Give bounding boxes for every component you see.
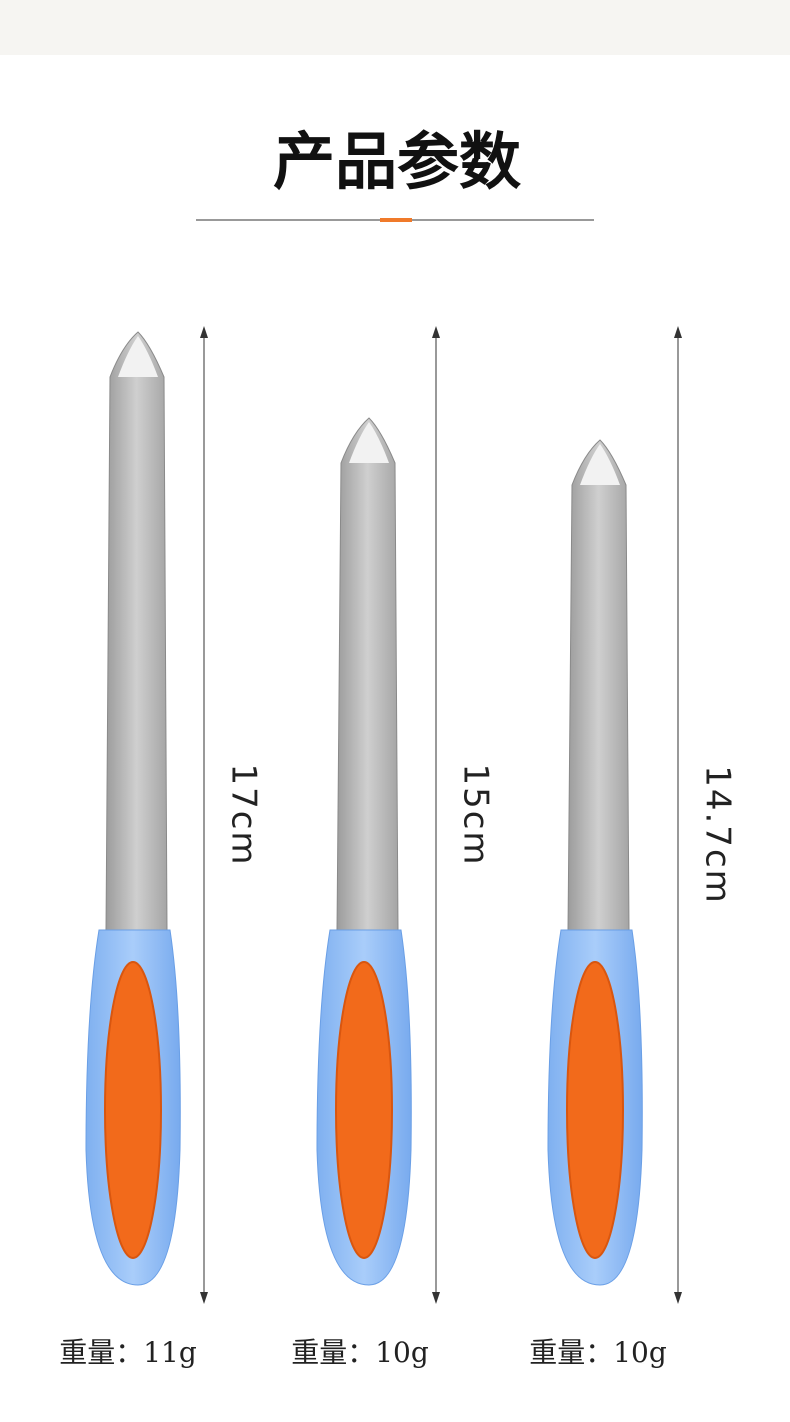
arrow-head: [200, 326, 208, 338]
handle-grip: [566, 961, 624, 1259]
blade: [336, 417, 399, 931]
tip-shine: [580, 444, 620, 485]
products: 17cm 重量：11g 15cm 重量：10g 14.7cm 重量：10g: [59, 326, 738, 1369]
length-label: 15cm: [456, 763, 496, 866]
handle-grip: [104, 961, 162, 1259]
arrow-head: [674, 326, 682, 338]
arrow-head: [432, 326, 440, 338]
top-band: [0, 0, 790, 55]
tip-shine: [118, 336, 158, 377]
nail-file: 15cm 重量：10g: [291, 326, 496, 1369]
nail-file: 17cm 重量：11g: [59, 326, 264, 1369]
tip-shine: [349, 422, 389, 463]
length-label: 14.7cm: [698, 765, 738, 905]
handle-grip: [335, 961, 393, 1259]
arrow-head: [674, 1292, 682, 1304]
arrow-head: [200, 1292, 208, 1304]
weight-label: 重量：11g: [59, 1336, 197, 1369]
weight-label: 重量：10g: [529, 1336, 667, 1369]
page-title: 产品参数: [273, 125, 521, 198]
weight-label: 重量：10g: [291, 1336, 429, 1369]
title-accent: [380, 218, 412, 222]
blade: [105, 331, 168, 931]
arrow-head: [432, 1292, 440, 1304]
blade: [567, 439, 630, 931]
length-label: 17cm: [224, 763, 264, 866]
nail-file: 14.7cm 重量：10g: [529, 326, 738, 1369]
